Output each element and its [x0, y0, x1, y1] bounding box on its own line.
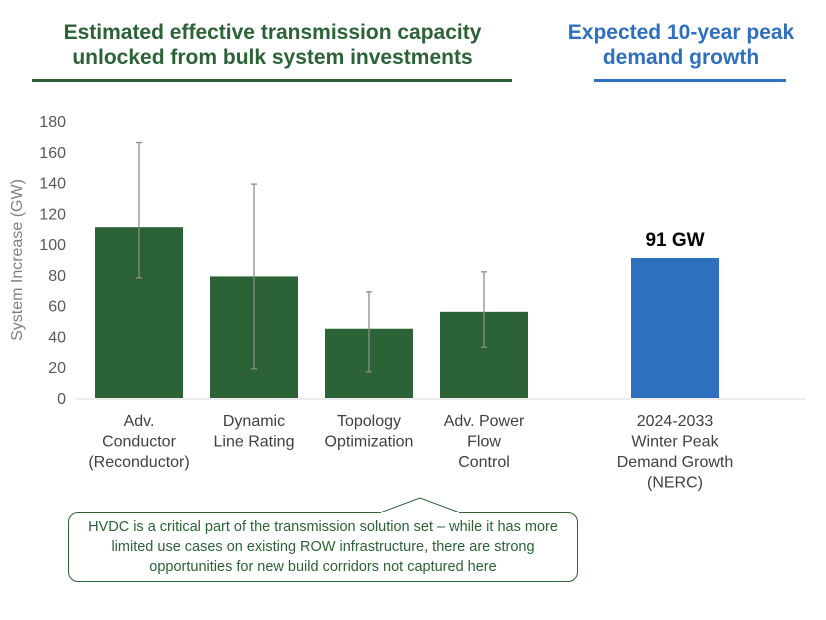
x-tick-label: 2024-2033 — [637, 413, 714, 430]
left-title: Estimated effective transmission capacit… — [63, 21, 482, 69]
x-tick-label: Dynamic — [223, 413, 285, 430]
x-tick-label: Optimization — [325, 434, 414, 451]
x-tick-label: Adv. Power — [444, 413, 525, 430]
right-title-underline — [594, 79, 786, 82]
x-tick-label: Topology — [337, 413, 401, 430]
hvdc-note: HVDC is a critical part of the transmiss… — [68, 512, 578, 582]
y-tick-label: 0 — [57, 391, 66, 408]
x-tick-label: Control — [458, 454, 510, 471]
x-tick-label: (Reconductor) — [88, 454, 189, 471]
y-tick-label: 120 — [39, 206, 66, 223]
x-tick-label: (NERC) — [647, 475, 703, 492]
left-title-underline — [32, 79, 512, 82]
y-axis-label: System Increase (GW) — [9, 179, 26, 341]
y-tick-label: 80 — [48, 268, 66, 285]
x-tick-label: Flow — [467, 434, 501, 451]
y-tick-label: 180 — [39, 114, 66, 131]
y-tick-label: 160 — [39, 145, 66, 162]
bar — [631, 257, 719, 398]
x-tick-label: Line Rating — [214, 434, 295, 451]
y-tick-label: 60 — [48, 299, 66, 316]
x-tick-label: Conductor — [102, 434, 176, 451]
y-tick-label: 140 — [39, 176, 66, 193]
x-tick-label: Winter Peak — [631, 434, 719, 451]
data-label: 91 GW — [645, 230, 704, 251]
y-tick-label: 20 — [48, 360, 66, 377]
right-title: Expected 10-year peak demand growth — [567, 21, 795, 69]
y-tick-label: 40 — [48, 329, 66, 346]
x-tick-label: Adv. — [124, 413, 155, 430]
x-tick-label: Demand Growth — [617, 454, 734, 471]
y-tick-label: 100 — [39, 237, 66, 254]
